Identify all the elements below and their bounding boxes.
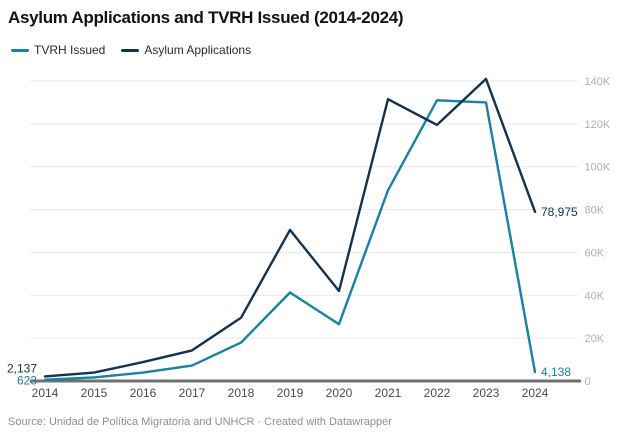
y-tick-label: 80K — [585, 205, 605, 217]
y-tick-label: 20K — [585, 333, 605, 345]
x-tick-label: 2024 — [522, 386, 549, 400]
legend: TVRH Issued Asylum Applications — [11, 43, 251, 57]
point-label: 4,138 — [541, 365, 571, 379]
series-line-asylum-applications[interactable] — [43, 77, 537, 378]
x-tick-label: 2023 — [473, 386, 500, 400]
legend-label-asylum: Asylum Applications — [144, 43, 252, 57]
page-title: Asylum Applications and TVRH Issued (201… — [8, 8, 404, 27]
legend-item-asylum: Asylum Applications — [121, 43, 251, 57]
line-chart-canvas: 0 20K 40K 60K 80K 100K 120K 140K 2014 2015 2016 201… — [7, 76, 611, 400]
legend-swatch-asylum — [121, 48, 140, 52]
point-label: 78,975 — [541, 205, 578, 219]
x-tick-label: 2015 — [81, 386, 108, 400]
legend-label-tvrh: TVRH Issued — [34, 43, 106, 57]
x-tick-label: 2019 — [277, 386, 304, 400]
x-tick-label: 2018 — [228, 386, 255, 400]
x-tick-label: 2022 — [424, 386, 451, 400]
y-tick-label: 0 — [585, 376, 591, 388]
x-tick-label: 2020 — [326, 386, 353, 400]
legend-item-tvrh: TVRH Issued — [11, 43, 105, 57]
x-tick-label: 2021 — [375, 386, 402, 400]
y-tick-label: 40K — [585, 290, 605, 302]
point-label: 623 — [17, 374, 37, 388]
y-tick-label: 100K — [585, 162, 611, 174]
x-tick-label: 2017 — [179, 386, 206, 400]
x-tick-label: 2016 — [130, 386, 157, 400]
y-tick-label: 60K — [585, 247, 605, 259]
legend-swatch-tvrh — [11, 48, 29, 52]
y-tick-label: 140K — [585, 76, 611, 88]
series-line-tvrh-issued[interactable] — [43, 99, 537, 381]
y-tick-label: 120K — [585, 119, 611, 131]
source-note: Source: Unidad de Política Migratoria an… — [8, 416, 392, 428]
x-tick-label: 2014 — [32, 386, 59, 400]
point-label: 2,137 — [7, 361, 37, 375]
